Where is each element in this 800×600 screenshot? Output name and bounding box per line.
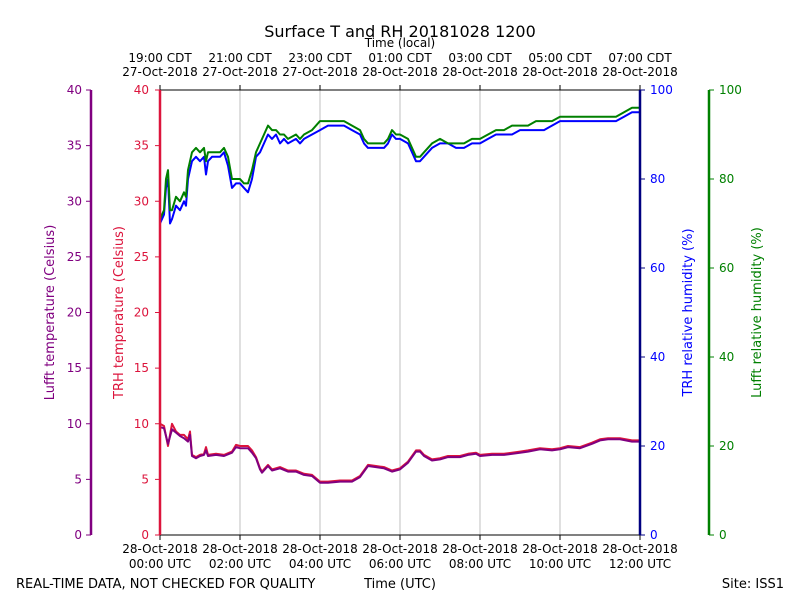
x-tick-date: 28-Oct-2018 [602, 542, 678, 556]
trh_temp-tick-label: 0 [141, 528, 149, 542]
top-tick-date: 27-Oct-2018 [282, 65, 358, 79]
x-tick-date: 28-Oct-2018 [282, 542, 358, 556]
lufft_rh-tick-label: 60 [719, 261, 734, 275]
x-tick-time: 02:00 UTC [209, 557, 271, 571]
trh_rh-tick-label: 20 [650, 439, 665, 453]
top-tick-time: 19:00 CDT [128, 51, 192, 65]
top-tick-time: 23:00 CDT [288, 51, 352, 65]
series-line-trh-relative-humidity [159, 111, 640, 225]
lufft_rh-axis-title: Lufft relative humidity (%) [750, 227, 765, 398]
top-tick-date: 28-Oct-2018 [442, 65, 518, 79]
trh_temp-tick-label: 10 [134, 417, 149, 431]
lufft_temp-axis-title: Lufft temperature (Celsius) [43, 225, 58, 401]
trh_temp-tick-label: 20 [134, 306, 149, 320]
lufft_rh-tick-label: 100 [719, 83, 742, 97]
top-axis-title: Time (local) [364, 36, 436, 50]
quality-disclaimer: REAL-TIME DATA, NOT CHECKED FOR QUALITY [16, 577, 315, 592]
lufft_rh-tick-label: 20 [719, 439, 734, 453]
x-tick-date: 28-Oct-2018 [522, 542, 598, 556]
lufft_temp-tick-label: 5 [74, 472, 82, 486]
chart-title: Surface T and RH 20181028 1200 [264, 22, 536, 41]
x-tick-time: 06:00 UTC [369, 557, 431, 571]
top-tick-time: 21:00 CDT [208, 51, 272, 65]
x-tick-time: 00:00 UTC [129, 557, 191, 571]
x-tick-time: 10:00 UTC [529, 557, 591, 571]
trh_temp-tick-label: 30 [134, 194, 149, 208]
trh_temp-tick-label: 35 [134, 139, 149, 153]
x-tick-date: 28-Oct-2018 [122, 542, 198, 556]
top-tick-date: 27-Oct-2018 [202, 65, 278, 79]
top-tick-time: 05:00 CDT [528, 51, 592, 65]
data-series [159, 106, 640, 484]
top-tick-date: 27-Oct-2018 [122, 65, 198, 79]
lufft_temp-tick-label: 25 [67, 250, 82, 264]
trh_temp-tick-label: 40 [134, 83, 149, 97]
lufft_temp-tick-label: 10 [67, 417, 82, 431]
trh_temp-axis-title: TRH temperature (Celsius) [112, 226, 127, 400]
trh_rh-tick-label: 80 [650, 172, 665, 186]
trh_temp-tick-label: 25 [134, 250, 149, 264]
series-line-lufft-temperature [159, 426, 640, 484]
lufft_rh-tick-label: 40 [719, 350, 734, 364]
lufft_temp-tick-label: 0 [74, 528, 82, 542]
lufft_temp-tick-label: 30 [67, 194, 82, 208]
top-tick-date: 28-Oct-2018 [602, 65, 678, 79]
trh_temp-tick-label: 15 [134, 361, 149, 375]
series-line-trh-temperature [159, 422, 640, 483]
vertical-gridlines [239, 90, 561, 535]
lufft_rh-tick-label: 80 [719, 172, 734, 186]
x-axis-label: Time (UTC) [363, 577, 436, 592]
top-tick-time: 07:00 CDT [608, 51, 672, 65]
trh_rh-tick-label: 100 [650, 83, 673, 97]
trh_rh-tick-label: 60 [650, 261, 665, 275]
lufft_temp-tick-label: 40 [67, 83, 82, 97]
x-tick-date: 28-Oct-2018 [362, 542, 438, 556]
x-tick-time: 12:00 UTC [609, 557, 671, 571]
lufft_temp-tick-label: 35 [67, 139, 82, 153]
trh_rh-tick-label: 0 [650, 528, 658, 542]
lufft_temp-tick-label: 15 [67, 361, 82, 375]
series-line-lufft-relative-humidity [159, 106, 640, 220]
site-label: Site: ISS1 [722, 577, 784, 592]
lufft_rh-tick-label: 0 [719, 528, 727, 542]
top-tick-date: 28-Oct-2018 [522, 65, 598, 79]
top-tick-date: 28-Oct-2018 [362, 65, 438, 79]
trh_temp-tick-label: 5 [141, 472, 149, 486]
x-tick-time: 04:00 UTC [289, 557, 351, 571]
top-tick-time: 01:00 CDT [368, 51, 432, 65]
x-tick-time: 08:00 UTC [449, 557, 511, 571]
trh_rh-axis-title: TRH relative humidity (%) [681, 228, 696, 397]
x-tick-date: 28-Oct-2018 [442, 542, 518, 556]
lufft_temp-tick-label: 20 [67, 306, 82, 320]
x-tick-date: 28-Oct-2018 [202, 542, 278, 556]
trh_rh-tick-label: 40 [650, 350, 665, 364]
top-tick-time: 03:00 CDT [448, 51, 512, 65]
